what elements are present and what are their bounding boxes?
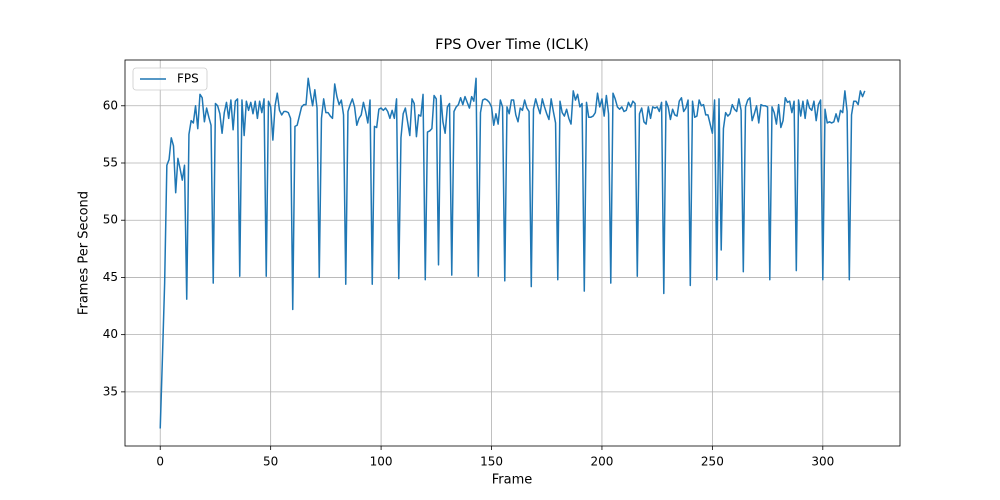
y-tick-label: 55 <box>103 155 118 169</box>
x-tick-label: 200 <box>590 455 613 469</box>
y-tick-label: 45 <box>103 270 118 284</box>
x-tick-label: 150 <box>480 455 503 469</box>
y-tick-label: 40 <box>103 327 118 341</box>
plot-frame <box>124 59 901 447</box>
x-tick-label: 250 <box>701 455 724 469</box>
y-tick-label: 35 <box>103 384 118 398</box>
x-tick-label: 300 <box>811 455 834 469</box>
axes: 0 50 100 150 200 250 300 35 40 45 50 55 60 <box>103 98 835 468</box>
y-tick-label: 50 <box>103 213 118 227</box>
x-axis-label: Frame <box>492 473 533 488</box>
data-line <box>159 77 866 429</box>
chart-title: FPS Over Time (ICLK) <box>435 37 589 53</box>
plot <box>159 77 866 429</box>
x-tick-label: 0 <box>156 455 164 469</box>
legend-label: FPS <box>177 72 199 86</box>
legend: FPS <box>132 67 208 91</box>
x-tick-label: 100 <box>370 455 393 469</box>
y-axis-label: Frames Per Second <box>77 191 92 315</box>
y-tick-label: 60 <box>103 98 118 112</box>
legend-box <box>132 67 208 91</box>
x-tick-label: 50 <box>263 455 278 469</box>
